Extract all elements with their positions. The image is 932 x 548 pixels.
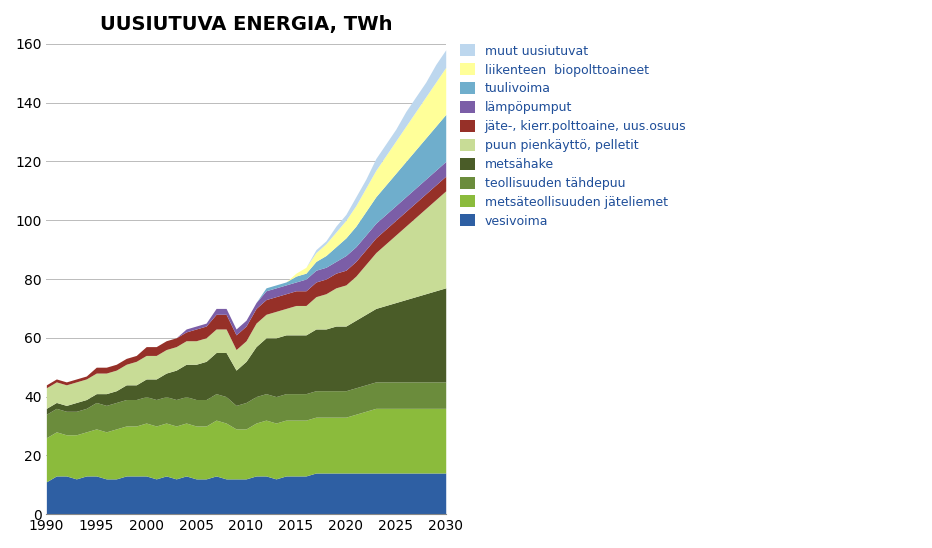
- Legend: muut uusiutuvat, liikenteen  biopolttoaineet, tuulivoima, lämpöpumput, jäte-, ki: muut uusiutuvat, liikenteen biopolttoain…: [456, 41, 690, 231]
- Title: UUSIUTUVA ENERGIA, TWh: UUSIUTUVA ENERGIA, TWh: [100, 15, 392, 34]
